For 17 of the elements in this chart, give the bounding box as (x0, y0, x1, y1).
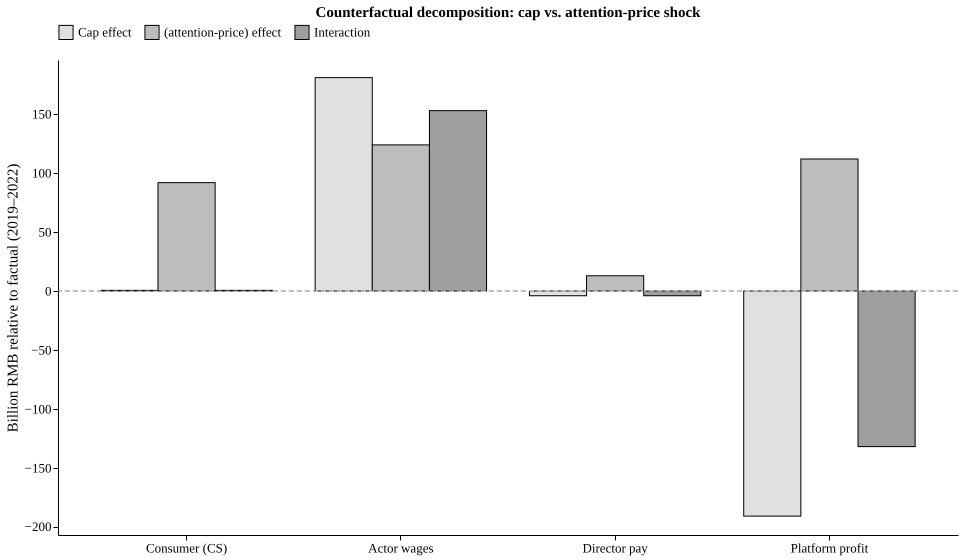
y-axis-title: Billion RMB relative to factual (2019–2022) (6, 164, 22, 432)
legend-label: Interaction (314, 24, 371, 40)
legend-label: (attention-price) effect (164, 24, 282, 40)
y-tick-label: −100 (24, 401, 52, 416)
y-tick-label: 0 (45, 284, 52, 299)
y-tick-label: 50 (38, 224, 52, 240)
x-tick-label: Consumer (CS) (146, 540, 228, 556)
chart-title: Counterfactual decomposition: cap vs. attention-price shock (316, 5, 702, 21)
x-tick-label: Director pay (582, 540, 648, 556)
y-tick-label: 150 (32, 106, 52, 122)
x-tick-label: Platform profit (790, 540, 869, 556)
legend-label: Cap effect (78, 24, 132, 40)
x-tick-label: Actor wages (368, 540, 434, 556)
y-tick-label: −50 (31, 342, 52, 358)
y-tick-label: −200 (24, 519, 52, 534)
y-tick-label: −150 (24, 460, 52, 476)
y-tick-label: 100 (32, 166, 52, 181)
